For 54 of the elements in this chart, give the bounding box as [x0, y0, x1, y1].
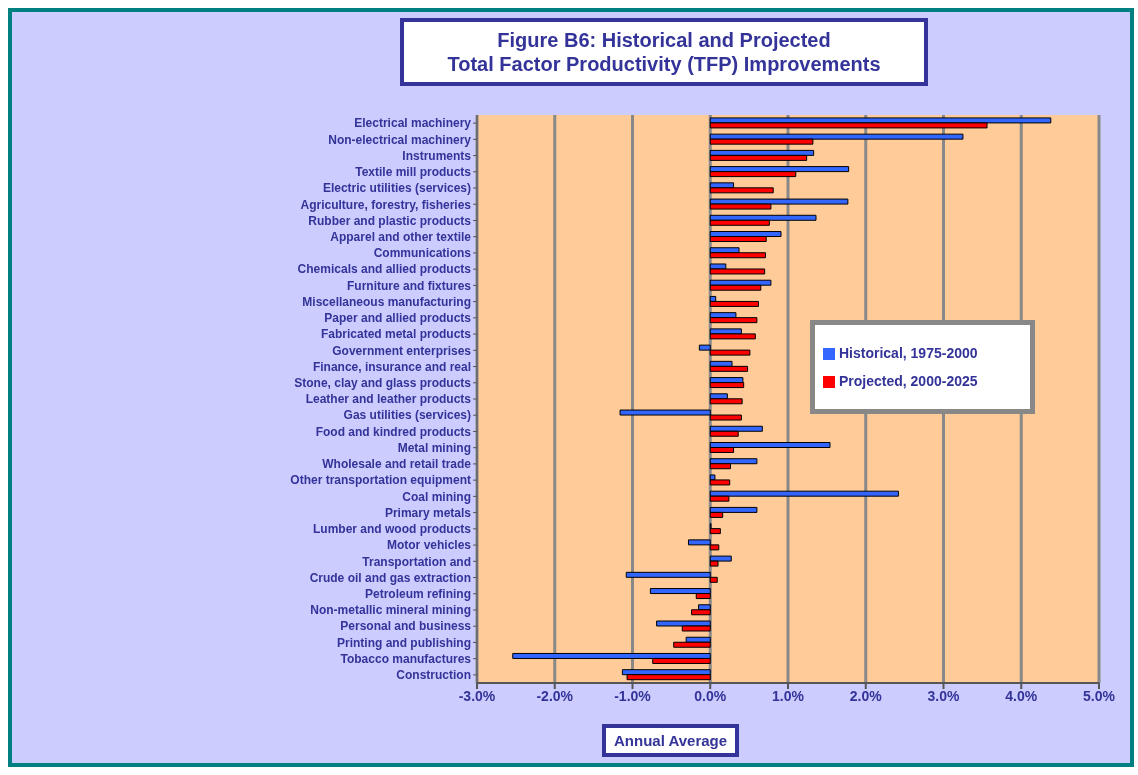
legend-label: Historical, 1975-2000 [839, 345, 978, 361]
y-tick-label: Personal and business [340, 619, 472, 634]
y-tick-label: Fabricated metal products [320, 327, 472, 342]
x-tick-label: -2.0% [536, 687, 574, 704]
y-tick-label: Food and kindred products [315, 424, 472, 439]
chart-title: Figure B6: Historical and Projected Total Factor Productivity (TFP) Improvements [446, 28, 882, 76]
y-tick-label: Electric utilities (services) [322, 181, 471, 196]
y-tick-label: Metal mining [397, 440, 471, 455]
y-tick-label: Miscellaneous manufacturing [302, 294, 471, 309]
bar [649, 588, 711, 595]
x-tick-label: 0.0% [694, 687, 727, 704]
y-tick-label: Chemicals and allied products [297, 262, 472, 277]
x-axis-title: Annual Average [602, 724, 740, 757]
y-tick-label: Apparel and other textile [330, 229, 472, 244]
y-tick-label: Other transportation equipment [290, 473, 471, 488]
bar [673, 641, 711, 648]
legend-label: Projected, 2000-2025 [839, 373, 978, 389]
y-tick-label: Finance, insurance and real [312, 359, 471, 374]
y-tick-label: Agriculture, forestry, fisheries [300, 197, 472, 212]
bar [709, 300, 759, 307]
bar [709, 458, 758, 465]
y-tick-label: Furniture and fixtures [346, 278, 472, 293]
x-tick-label: -1.0% [614, 687, 652, 704]
y-tick-label: Motor vehicles [386, 538, 472, 553]
bar [709, 365, 749, 372]
y-tick-label: Coal mining [402, 489, 471, 504]
y-tick-label: Non-metallic mineral mining [310, 603, 471, 618]
y-tick-label: Petroleum refining [364, 587, 471, 601]
y-tick-label: Paper and allied products [324, 311, 472, 326]
y-tick-label: Construction [396, 668, 471, 683]
y-tick-label: Crude oil and gas extraction [309, 570, 471, 585]
x-tick-label: 3.0% [927, 687, 960, 704]
y-tick-label: Instruments [402, 148, 472, 163]
y-tick-label: Government enterprises [332, 343, 472, 358]
y-tick-label: Stone, clay and glass products [294, 376, 472, 391]
y-tick-label: Lumber and wood products [313, 522, 472, 537]
y-tick-label: Transportation and [362, 554, 471, 569]
y-tick-label: Non-electrical machinery [328, 132, 472, 147]
x-tick-label: 2.0% [849, 687, 883, 704]
y-tick-label: Textile mill products [355, 165, 472, 180]
x-tick-label: 1.0% [772, 687, 805, 704]
y-tick-label: Electrical machinery [354, 116, 472, 131]
x-tick-label: 5.0% [1083, 687, 1116, 704]
y-tick-label: Leather and leather products [305, 392, 472, 407]
y-tick-label: Communications [373, 246, 472, 261]
y-tick-label: Printing and publishing [337, 635, 471, 650]
y-tick-label: Primary metals [384, 505, 472, 520]
bar [709, 166, 850, 173]
y-tick-label: Rubber and plastic products [308, 213, 472, 228]
x-tick-label: -3.0% [458, 687, 496, 704]
y-tick-label: Tobacco manufactures [340, 651, 472, 666]
x-tick-label: 4.0% [1005, 687, 1038, 704]
y-tick-label: Gas utilities (services) [343, 408, 471, 423]
y-tick-label: Wholesale and retail trade [322, 457, 472, 472]
